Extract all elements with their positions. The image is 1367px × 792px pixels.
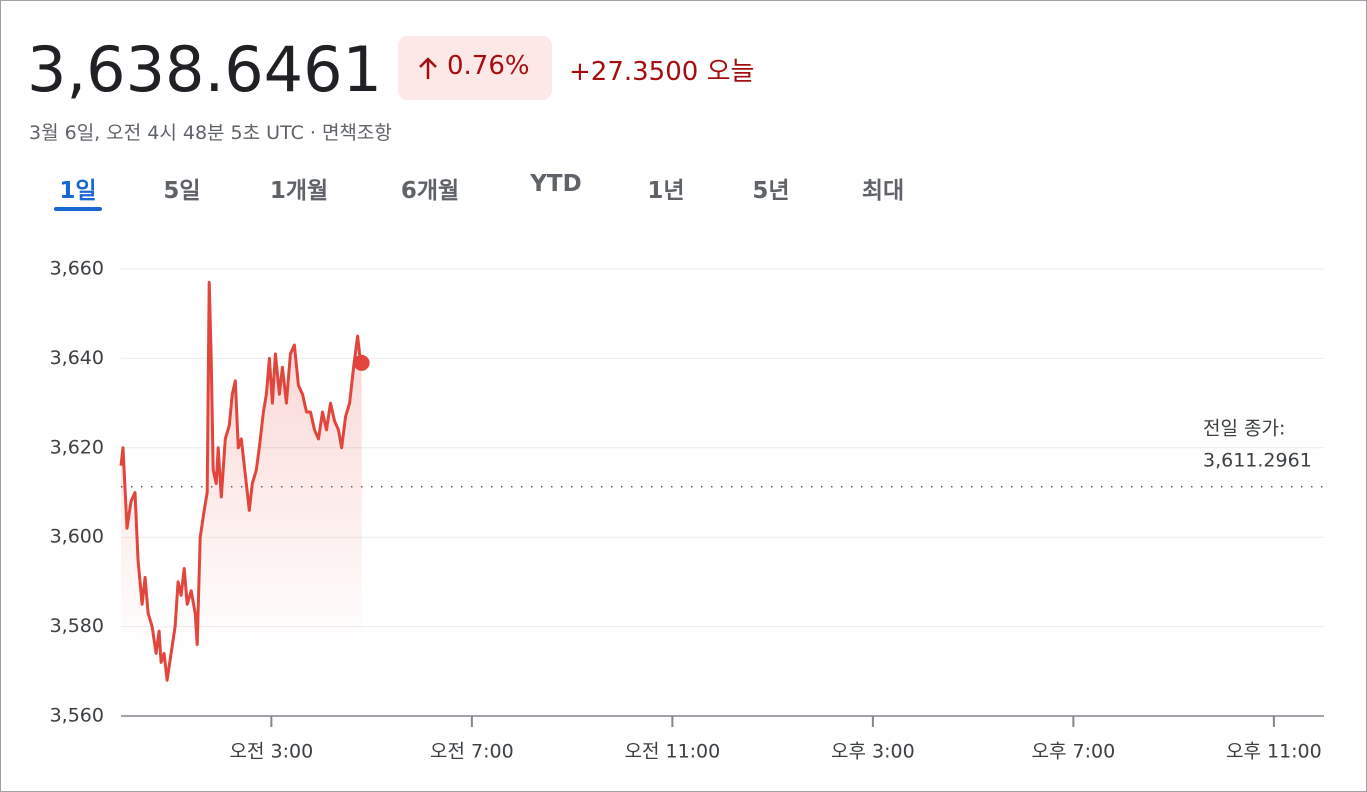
range-tab[interactable]: 5일 bbox=[163, 178, 201, 204]
range-tab[interactable]: YTD bbox=[530, 171, 582, 197]
up-arrow bbox=[419, 57, 437, 79]
previous-close-value: 3,611.2961 bbox=[1203, 450, 1312, 472]
y-tick-label: 3,620 bbox=[50, 436, 104, 458]
previous-close-title: 전일 종가: bbox=[1203, 418, 1285, 440]
x-tick-label: 오전 3:00 bbox=[230, 741, 314, 763]
range-tab[interactable]: 5년 bbox=[752, 178, 790, 204]
tab-underline bbox=[54, 207, 102, 211]
range-tab[interactable]: 6개월 bbox=[400, 178, 460, 204]
y-tick-label: 3,660 bbox=[50, 258, 104, 280]
x-tick-label: 오전 11:00 bbox=[624, 741, 720, 763]
y-tick-label: 3,580 bbox=[50, 615, 104, 637]
change-pill bbox=[398, 36, 552, 100]
price: 3,638.6461 bbox=[27, 33, 382, 106]
range-tab[interactable]: 1일 bbox=[59, 178, 97, 204]
range-tab[interactable]: 1개월 bbox=[269, 178, 329, 204]
change-percent: 0.76% bbox=[447, 51, 530, 81]
timestamp: 3월 6일, 오전 4시 48분 5초 UTC · 면책조항 bbox=[29, 122, 392, 144]
x-tick-label: 오전 7:00 bbox=[430, 741, 514, 763]
y-tick-label: 3,640 bbox=[50, 347, 104, 369]
change-value: +27.3500 오늘 bbox=[569, 57, 755, 87]
area bbox=[121, 282, 362, 716]
y-tick-label: 3,600 bbox=[50, 526, 104, 548]
x-tick-label: 오후 11:00 bbox=[1226, 741, 1322, 763]
last-point bbox=[353, 354, 370, 371]
range-tab[interactable]: 1년 bbox=[647, 178, 685, 204]
x-tick-label: 오후 7:00 bbox=[1032, 741, 1116, 763]
y-tick-label: 3,560 bbox=[50, 705, 104, 727]
price-line bbox=[119, 280, 364, 682]
range-tab[interactable]: 최대 bbox=[861, 178, 905, 204]
x-tick-label: 오후 3:00 bbox=[831, 741, 915, 763]
